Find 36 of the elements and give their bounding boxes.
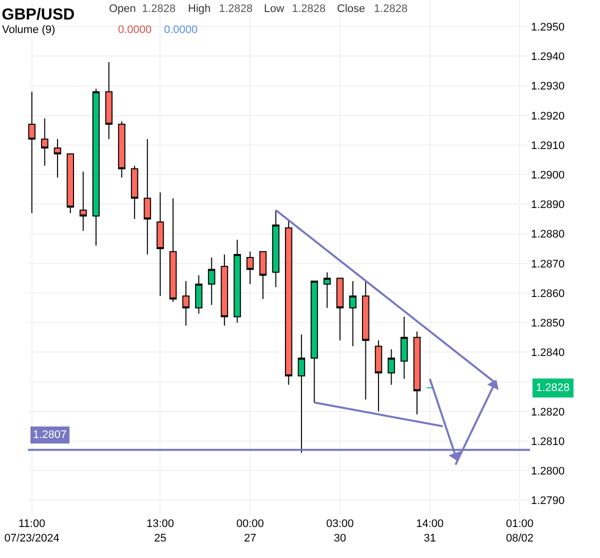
y-tick-label: 1.2800	[531, 465, 565, 478]
y-tick-label: 1.2860	[531, 288, 565, 300]
y-tick-label: 1.2940	[531, 51, 565, 64]
x-tick-label: 00:00 27	[236, 518, 264, 544]
y-tick-label: 1.2950	[531, 21, 565, 34]
y-tick-label: 1.2810	[531, 436, 565, 448]
annotation: 1.2828	[536, 382, 570, 394]
annotation: 1.2828	[374, 3, 408, 15]
y-tick-label: 1.2870	[531, 258, 565, 270]
y-tick-label: 1.2790	[531, 495, 565, 508]
annotation: Close	[337, 3, 366, 15]
x-tick-label: 03:00 30	[326, 518, 354, 544]
annotation: 1.2828	[219, 3, 253, 15]
x-tick-label: 14:00 31	[416, 518, 444, 544]
y-tick-label: 1.2900	[531, 169, 565, 182]
y-tick-label: 1.2910	[531, 140, 565, 152]
chart-title: GBP/USD	[2, 6, 75, 24]
y-tick-label: 1.2930	[531, 80, 565, 93]
y-tick-label: 1.2880	[531, 228, 565, 241]
x-tick-label: 13:00 25	[146, 518, 174, 544]
y-tick-label: 1.2850	[531, 317, 565, 330]
y-tick-label: 1.2840	[531, 347, 565, 360]
annotation: 1.2828	[292, 3, 326, 15]
annotation: 1.2828	[142, 3, 176, 15]
y-tick-label: 1.2820	[531, 406, 565, 418]
x-tick-label: 11:00 07/23/2024	[4, 518, 60, 544]
annotation: 0.0000	[118, 24, 152, 36]
ref-line-label: 1.2807	[33, 429, 67, 441]
annotation: Open	[109, 3, 136, 15]
x-tick-label: 01:00 08/02	[506, 518, 534, 544]
annotation: 0.0000	[164, 24, 198, 36]
annotation: Volume (9)	[2, 24, 56, 36]
annotation: High	[188, 3, 211, 15]
y-tick-label: 1.2890	[531, 199, 565, 212]
y-tick-label: 1.2920	[531, 110, 565, 122]
annotation: Low	[264, 3, 284, 15]
